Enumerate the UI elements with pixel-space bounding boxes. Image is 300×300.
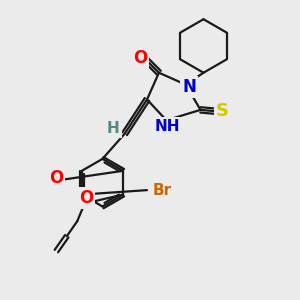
Text: Br: Br	[153, 183, 172, 198]
Text: N: N	[182, 78, 196, 96]
Text: O: O	[79, 189, 93, 207]
Text: NH: NH	[155, 119, 181, 134]
Text: O: O	[133, 49, 147, 67]
Text: O: O	[49, 169, 64, 187]
Text: H: H	[107, 121, 120, 136]
Text: S: S	[216, 102, 229, 120]
